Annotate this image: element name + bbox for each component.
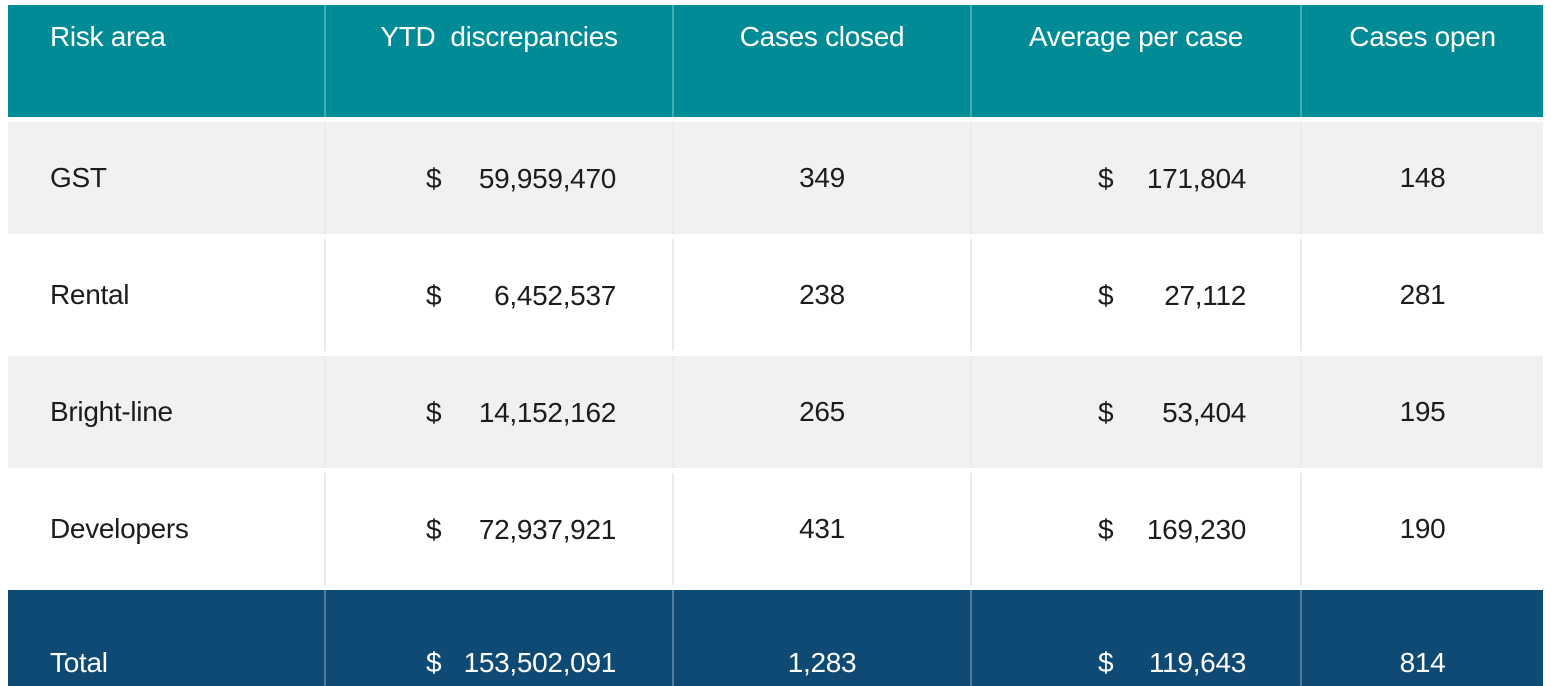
cases-open-cell: 148 — [1300, 122, 1543, 234]
table-row-total: Total $ 153,502,091 1,283 $ 119,643 814 — [8, 590, 1543, 686]
table-row-developers: Developers $ 72,937,921 431 $ 169,230 19… — [8, 473, 1543, 585]
cases-closed-cell: 431 — [672, 473, 970, 585]
currency-symbol: $ — [1098, 279, 1114, 311]
ytd-discrepancies-cell: $ 14,152,162 — [324, 356, 672, 468]
risk-area-cell: Bright-line — [8, 356, 324, 468]
average-per-case-cell: $ 27,112 — [970, 239, 1300, 351]
risk-area-cell: Developers — [8, 473, 324, 585]
header-cases-closed: Cases closed — [672, 5, 970, 117]
table-row-gst: GST $ 59,959,470 349 $ 171,804 148 — [8, 122, 1543, 234]
money-group: $ 119,643 — [1098, 647, 1246, 679]
money-group: $ 53,404 — [1098, 397, 1246, 429]
currency-symbol: $ — [426, 647, 442, 679]
ytd-amount: 72,937,921 — [478, 513, 616, 545]
cases-closed-cell: 238 — [672, 239, 970, 351]
average-amount: 169,230 — [1146, 513, 1246, 545]
cases-closed-cell: 349 — [672, 122, 970, 234]
money-group: $ 59,959,470 — [426, 163, 616, 195]
header-risk-area: Risk area — [8, 5, 324, 117]
risk-area-cell: GST — [8, 122, 324, 234]
money-group: $ 169,230 — [1098, 514, 1246, 546]
cases-open-cell: 195 — [1300, 356, 1543, 468]
currency-symbol: $ — [1098, 647, 1114, 679]
total-average-cell: $ 119,643 — [970, 590, 1300, 686]
ytd-discrepancies-cell: $ 6,452,537 — [324, 239, 672, 351]
ytd-discrepancies-cell: $ 72,937,921 — [324, 473, 672, 585]
total-cases-open-cell: 814 — [1300, 590, 1543, 686]
table-header: Risk area YTD discrepancies Cases closed… — [8, 5, 1543, 117]
cases-open-cell: 190 — [1300, 473, 1543, 585]
cases-closed-cell: 265 — [672, 356, 970, 468]
table-row-bright-line: Bright-line $ 14,152,162 265 $ 53,404 19… — [8, 356, 1543, 468]
ytd-amount: 6,452,537 — [494, 279, 616, 311]
average-per-case-cell: $ 171,804 — [970, 122, 1300, 234]
total-ytd-cell: $ 153,502,091 — [324, 590, 672, 686]
currency-symbol: $ — [426, 162, 442, 194]
money-group: $ 27,112 — [1098, 280, 1246, 312]
header-average-per-case: Average per case — [970, 5, 1300, 117]
currency-symbol: $ — [426, 396, 442, 428]
total-cases-closed-cell: 1,283 — [672, 590, 970, 686]
cases-open-cell: 281 — [1300, 239, 1543, 351]
table-row-rental: Rental $ 6,452,537 238 $ 27,112 281 — [8, 239, 1543, 351]
header-cases-open: Cases open — [1300, 5, 1543, 117]
total-average-amount: 119,643 — [1148, 647, 1246, 679]
money-group: $ 153,502,091 — [426, 647, 616, 679]
average-per-case-cell: $ 53,404 — [970, 356, 1300, 468]
average-amount: 27,112 — [1164, 279, 1246, 311]
total-ytd-amount: 153,502,091 — [463, 647, 617, 679]
currency-symbol: $ — [426, 513, 442, 545]
risk-table: Risk area YTD discrepancies Cases closed… — [8, 0, 1543, 686]
ytd-amount: 14,152,162 — [478, 396, 616, 428]
currency-symbol: $ — [426, 279, 442, 311]
header-ytd-discrepancies: YTD discrepancies — [324, 5, 672, 117]
currency-symbol: $ — [1098, 162, 1114, 194]
ytd-discrepancies-cell: $ 59,959,470 — [324, 122, 672, 234]
currency-symbol: $ — [1098, 513, 1114, 545]
money-group: $ 171,804 — [1098, 163, 1246, 195]
money-group: $ 72,937,921 — [426, 514, 616, 546]
average-amount: 171,804 — [1146, 162, 1246, 194]
average-per-case-cell: $ 169,230 — [970, 473, 1300, 585]
header-row: Risk area YTD discrepancies Cases closed… — [8, 5, 1543, 117]
table-body: GST $ 59,959,470 349 $ 171,804 148 — [8, 122, 1543, 686]
currency-symbol: $ — [1098, 396, 1114, 428]
ytd-amount: 59,959,470 — [478, 162, 616, 194]
money-group: $ 14,152,162 — [426, 397, 616, 429]
average-amount: 53,404 — [1162, 396, 1246, 428]
risk-area-cell: Rental — [8, 239, 324, 351]
total-label-cell: Total — [8, 590, 324, 686]
money-group: $ 6,452,537 — [426, 280, 616, 312]
